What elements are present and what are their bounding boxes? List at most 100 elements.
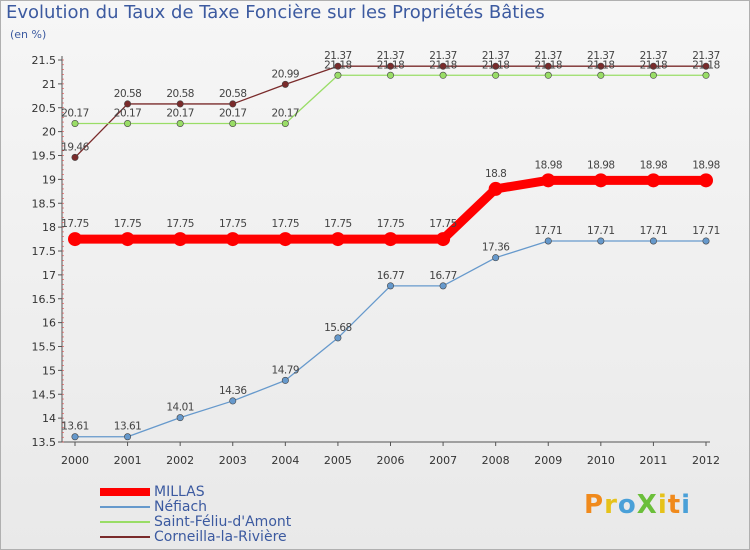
data-point [541, 173, 556, 188]
data-point [699, 173, 713, 188]
data-label: 19.46 [61, 141, 89, 153]
data-label: 21.18 [692, 59, 720, 71]
data-point [71, 433, 79, 441]
legend-label: MILLAS [154, 484, 205, 500]
data-point [124, 100, 132, 108]
data-point [281, 80, 289, 88]
data-point [492, 62, 500, 70]
data-point [649, 71, 657, 79]
y-tick-label: 17 [42, 269, 56, 282]
data-point [544, 237, 552, 245]
data-point [71, 120, 79, 128]
data-point [386, 62, 394, 70]
data-point [702, 237, 710, 245]
data-point [593, 173, 608, 188]
data-label: 17.75 [377, 218, 405, 230]
data-label: 14.79 [272, 364, 300, 376]
data-point [229, 397, 237, 405]
x-tick-label: 2004 [271, 454, 299, 467]
data-label: 17.75 [114, 218, 142, 230]
proxiti-logo: ProXiti [584, 490, 692, 520]
data-label: 21.18 [377, 59, 405, 71]
y-unit-label: (en %) [10, 28, 47, 41]
data-point [702, 62, 710, 70]
data-label: 21.37 [377, 50, 405, 62]
data-label: 17.75 [324, 218, 352, 230]
data-label: 17.71 [534, 225, 562, 237]
data-point [176, 414, 184, 422]
data-label: 16.77 [377, 270, 405, 282]
legend-swatch [100, 488, 150, 496]
data-point [436, 232, 451, 247]
x-tick-label: 2005 [324, 454, 352, 467]
x-tick-label: 2000 [61, 454, 89, 467]
data-point [281, 120, 289, 128]
data-point [334, 71, 342, 79]
x-tick-label: 2002 [166, 454, 194, 467]
y-tick-label: 16.5 [32, 293, 57, 306]
data-label: 21.37 [482, 50, 510, 62]
x-tick-label: 2010 [587, 454, 615, 467]
x-tick-label: 2007 [429, 454, 457, 467]
data-label: 20.58 [219, 88, 247, 100]
data-label: 20.58 [114, 88, 142, 100]
data-label: 18.98 [692, 159, 720, 171]
y-tick-label: 18 [42, 221, 56, 234]
legend-label: Saint-Féliu-d'Amont [154, 514, 292, 530]
data-label: 15.68 [324, 322, 352, 334]
data-label: 14.36 [219, 385, 247, 397]
data-label: 17.75 [272, 218, 300, 230]
data-label: 21.37 [640, 50, 668, 62]
data-point [334, 62, 342, 70]
data-point [68, 232, 82, 247]
data-label: 17.75 [61, 218, 89, 230]
x-tick-label: 2012 [692, 454, 720, 467]
data-label: 20.58 [166, 88, 194, 100]
data-point [124, 120, 132, 128]
data-label: 21.18 [429, 59, 457, 71]
data-label: 21.18 [587, 59, 615, 71]
data-label: 21.18 [640, 59, 668, 71]
data-point [597, 71, 605, 79]
data-label: 21.37 [324, 50, 352, 62]
data-point [386, 282, 394, 290]
x-tick-label: 2008 [482, 454, 510, 467]
data-point [334, 334, 342, 342]
data-point [281, 376, 289, 384]
data-label: 17.75 [219, 218, 247, 230]
data-point [702, 71, 710, 79]
data-label: 21.18 [482, 59, 510, 71]
data-label: 18.98 [534, 159, 562, 171]
data-point [176, 100, 184, 108]
data-label: 18.8 [485, 168, 506, 180]
data-point [330, 232, 345, 247]
data-label: 17.75 [429, 218, 457, 230]
legend-label: Néfiach [154, 499, 208, 515]
data-label: 18.98 [587, 159, 615, 171]
data-label: 17.71 [692, 225, 720, 237]
data-point [278, 232, 293, 247]
data-point [71, 153, 79, 161]
data-label: 21.37 [692, 50, 720, 62]
y-tick-label: 19.5 [32, 150, 57, 163]
data-label: 20.17 [61, 108, 89, 120]
data-label: 21.37 [534, 50, 562, 62]
data-label: 21.18 [534, 59, 562, 71]
data-point [488, 181, 503, 196]
legend-swatch [100, 506, 150, 508]
data-point [439, 282, 447, 290]
data-point [386, 71, 394, 79]
data-point [492, 254, 500, 262]
data-point [124, 433, 132, 441]
y-tick-label: 21 [42, 78, 56, 91]
data-point [544, 71, 552, 79]
data-label: 17.36 [482, 242, 510, 254]
data-label: 17.71 [587, 225, 615, 237]
data-point [439, 71, 447, 79]
x-tick-label: 2006 [377, 454, 405, 467]
data-label: 21.37 [587, 50, 615, 62]
y-tick-label: 21.5 [32, 54, 57, 67]
data-label: 20.17 [114, 108, 142, 120]
